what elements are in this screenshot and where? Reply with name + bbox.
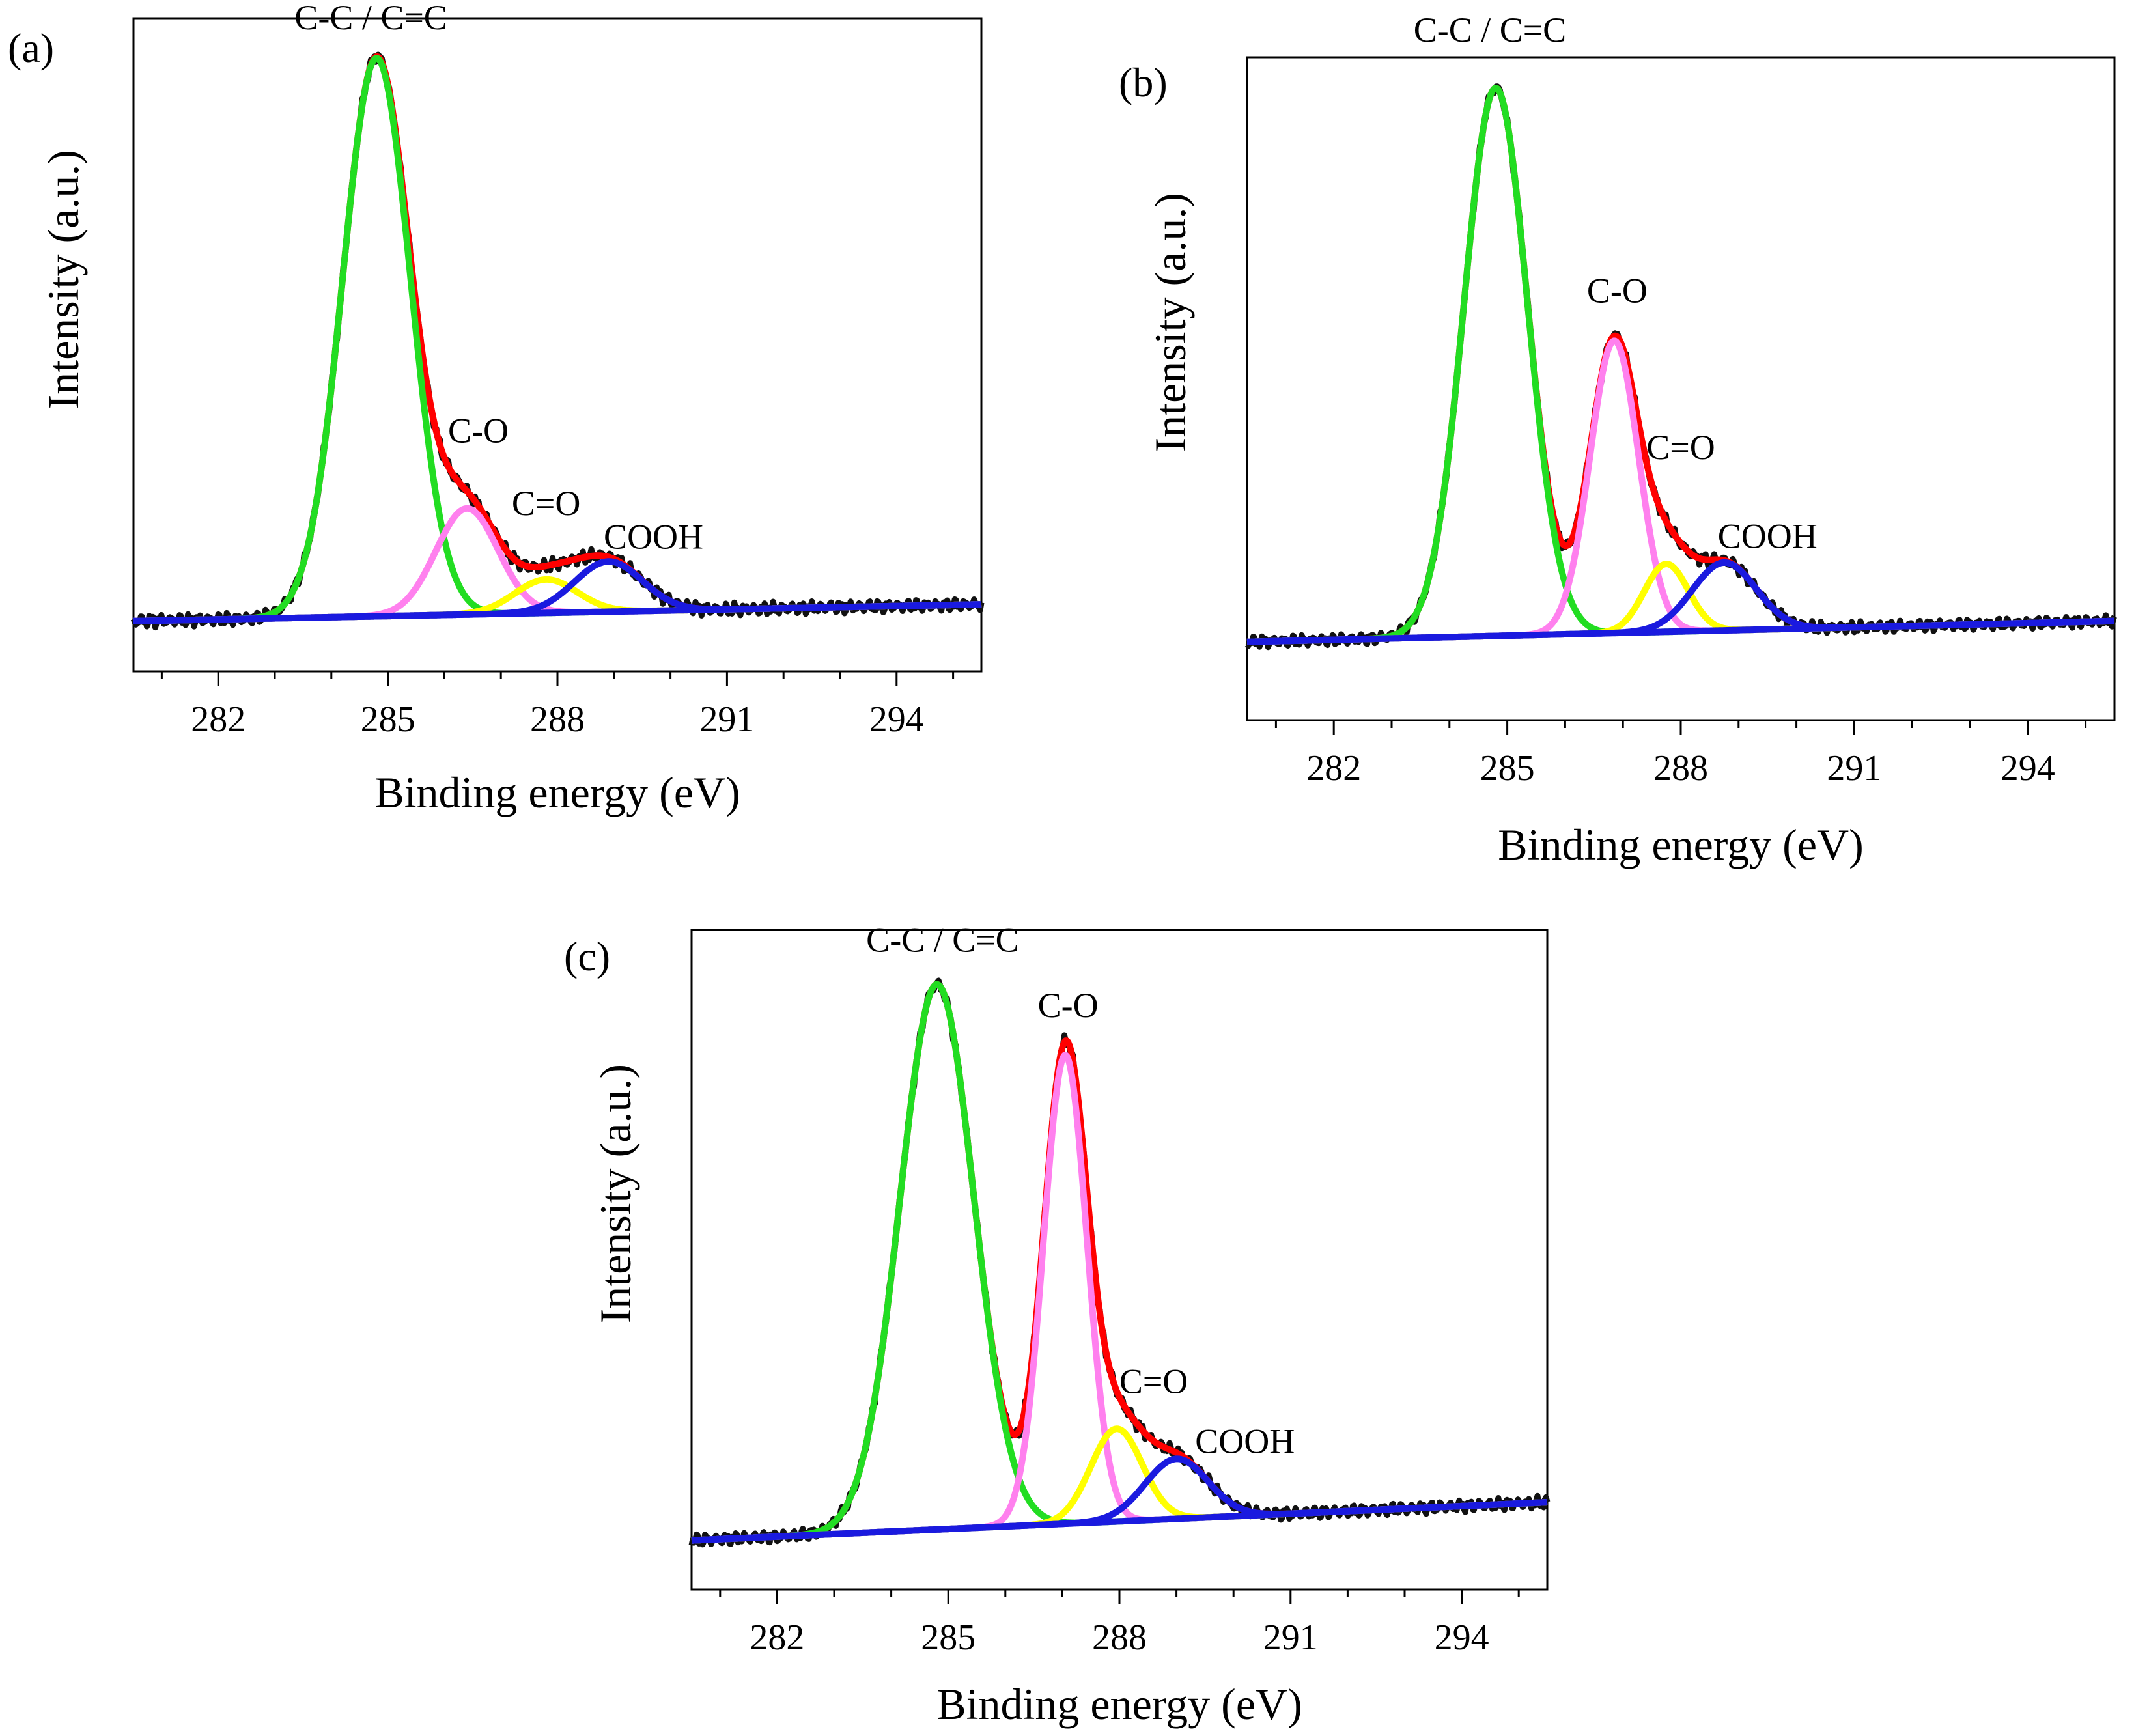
panel-label: (b) xyxy=(1119,59,1168,105)
y-axis-label: Intensity (a.u.) xyxy=(591,1064,640,1323)
x-tick-label: 294 xyxy=(1435,1617,1489,1658)
x-tick-label: 291 xyxy=(1827,748,1881,789)
x-tick-label: 288 xyxy=(1653,748,1708,789)
peak-co-line xyxy=(1244,337,2117,645)
baseline-line xyxy=(133,601,982,624)
panels: 282 285 288 291 294 Binding energy (eV) Intens… xyxy=(8,0,2117,1729)
plot-frame xyxy=(132,17,983,673)
peak-annotation: COOH xyxy=(1195,1422,1295,1461)
x-tick-label: 285 xyxy=(1480,748,1535,789)
panel-label: (a) xyxy=(8,25,54,71)
raw-spectrum-line xyxy=(130,51,985,631)
y-axis-label: Intensity (a.u.) xyxy=(38,150,88,409)
peak-cc-line xyxy=(131,55,984,624)
x-tick-label: 285 xyxy=(361,699,415,740)
x-tick-label: 285 xyxy=(921,1617,976,1658)
peak-cc-line xyxy=(1244,85,2117,645)
panel-c: 282 285 288 291 294 Binding energy (eV) Intens… xyxy=(564,920,1551,1729)
peak-annotation: C-C / C=C xyxy=(294,0,447,37)
envelope-fit-line xyxy=(1244,85,2117,645)
baseline-line xyxy=(691,1499,1548,1544)
peak-annotation: COOH xyxy=(604,517,703,556)
x-tick-label: 288 xyxy=(530,699,585,740)
peak-annotation: C-C / C=C xyxy=(1414,10,1567,49)
x-tick-label: 291 xyxy=(699,699,754,740)
y-axis-label: Intensity (a.u.) xyxy=(1145,193,1195,452)
x-tick-label: 288 xyxy=(1092,1617,1147,1658)
x-tick-label: 282 xyxy=(191,699,246,740)
x-axis-label: Binding energy (eV) xyxy=(1498,820,1864,869)
peak-annotation: COOH xyxy=(1718,516,1818,555)
envelope-fit-line xyxy=(689,981,1550,1544)
raw-spectrum-line xyxy=(1244,83,2117,651)
peak-annotation: C-O xyxy=(1587,272,1648,311)
plot-frame xyxy=(690,929,1549,1591)
x-tick-label: 282 xyxy=(1306,748,1361,789)
x-axis-label: Binding energy (eV) xyxy=(374,768,740,817)
x-axis-label: Binding energy (eV) xyxy=(936,1679,1302,1729)
peak-annotation: C=O xyxy=(1646,428,1715,467)
peak-annotation: C=O xyxy=(512,484,580,523)
peak-annotation: C-O xyxy=(1038,986,1099,1025)
peak-co-line xyxy=(689,1052,1550,1544)
peak-annotation: C=O xyxy=(1119,1362,1188,1401)
panel-label: (c) xyxy=(564,933,610,979)
x-tick-label: 282 xyxy=(750,1617,804,1658)
panel-a: 282 285 288 291 294 Binding energy (eV) Intens… xyxy=(8,0,985,817)
peak-annotation: C-O xyxy=(448,412,509,451)
x-tick-label: 294 xyxy=(2001,748,2055,789)
x-tick-label: 294 xyxy=(869,699,924,740)
peak-cc-line xyxy=(689,981,1550,1544)
peak-annotation: C-C / C=C xyxy=(866,920,1019,959)
baseline-line xyxy=(1246,617,2114,645)
panel-b: 282 285 288 291 294 Binding energy (eV) Intens… xyxy=(1119,10,2117,869)
x-tick-label: 291 xyxy=(1263,1617,1318,1658)
envelope-fit-line xyxy=(131,53,984,624)
raw-spectrum-line xyxy=(688,977,1551,1548)
